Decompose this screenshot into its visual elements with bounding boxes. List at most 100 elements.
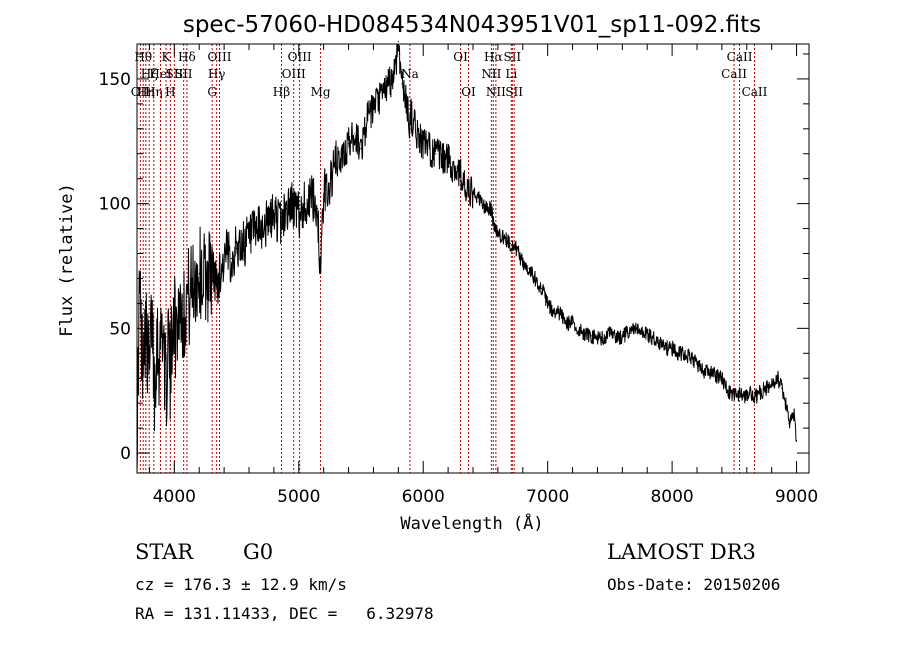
data-point-46 (335, 163, 337, 165)
data-point-26 (221, 267, 223, 270)
data-point-94 (596, 337, 599, 339)
data-point-51 (366, 118, 368, 120)
data-point-120 (753, 397, 756, 399)
data-point-89 (565, 322, 567, 324)
y-tick-label-1: 50 (109, 319, 131, 339)
data-point-11 (163, 352, 165, 354)
line-label-10: SII (175, 67, 193, 81)
data-point-62 (408, 123, 411, 125)
x-tick-label-1: 5000 (277, 487, 320, 507)
chart-title: spec-57060-HD084534N043951V01_sp11-092.f… (183, 12, 761, 38)
data-point-99 (627, 332, 630, 334)
data-point-56 (395, 63, 397, 65)
data-point-40 (304, 203, 306, 205)
data-point-3 (143, 322, 146, 324)
line-label-25: SII (503, 50, 521, 64)
data-point-115 (727, 390, 729, 392)
data-point-77 (492, 222, 494, 225)
data-point-103 (652, 337, 655, 339)
data-point-95 (603, 337, 605, 339)
data-point-55 (391, 78, 393, 80)
data-point-101 (640, 332, 642, 334)
data-point-47 (341, 158, 343, 160)
data-point-61 (406, 103, 408, 105)
data-point-108 (683, 352, 686, 354)
data-point-91 (578, 330, 580, 332)
x-tick-label-5: 9000 (775, 487, 818, 507)
data-point-23 (204, 277, 207, 280)
data-point-45 (329, 183, 331, 185)
data-point-24 (211, 265, 213, 267)
data-point-35 (273, 213, 275, 215)
data-point-48 (347, 143, 350, 145)
data-point-80 (509, 242, 511, 245)
line-label-27: CaII (721, 67, 747, 81)
data-point-69 (447, 158, 449, 160)
y-tick-label-2: 100 (99, 195, 131, 215)
line-label-13: OIII (207, 50, 231, 64)
line-label-15: OIII (282, 67, 306, 81)
data-point-28 (230, 257, 233, 260)
data-point-73 (472, 193, 474, 195)
data-point-65 (422, 143, 424, 145)
data-point-90 (571, 322, 574, 324)
x-tick-label-0: 4000 (153, 487, 196, 507)
line-label-4: Hη (145, 85, 163, 99)
data-point-33 (260, 227, 263, 230)
data-point-107 (677, 352, 679, 354)
line-label-9: Hδ (178, 50, 196, 64)
line-label-12: Hγ (208, 67, 226, 81)
data-point-15 (172, 297, 174, 300)
data-point-42 (316, 208, 319, 210)
data-point-123 (771, 385, 773, 387)
line-label-26: SII (505, 85, 523, 99)
data-point-86 (547, 302, 549, 304)
data-point-85 (540, 287, 543, 290)
data-point-50 (360, 148, 362, 150)
data-point-71 (459, 173, 462, 175)
data-point-37 (285, 208, 287, 210)
data-point-83 (528, 267, 530, 270)
data-point-104 (659, 342, 661, 344)
data-point-81 (515, 247, 518, 250)
series-line-0 (136, 43, 797, 474)
data-point-84 (534, 277, 536, 280)
data-point-32 (254, 232, 256, 235)
data-point-106 (671, 347, 673, 349)
data-point-8 (156, 332, 158, 334)
data-point-79 (503, 237, 505, 240)
spectrum-series (136, 40, 798, 474)
line-label-18: Na (401, 67, 419, 81)
data-point-88 (559, 312, 561, 314)
data-point-109 (690, 357, 692, 359)
data-point-82 (522, 262, 524, 265)
data-point-114 (721, 377, 723, 379)
data-point-111 (702, 370, 704, 372)
data-point-96 (609, 332, 611, 334)
data-point-126 (783, 397, 785, 399)
data-point-5 (148, 377, 151, 379)
data-point-43 (319, 272, 322, 275)
data-point-67 (435, 153, 437, 155)
data-point-93 (590, 335, 592, 337)
data-point-122 (764, 387, 767, 389)
y-axis: 0 50 100 150 (99, 53, 809, 464)
line-label-11: G (207, 85, 217, 99)
data-point-113 (715, 375, 717, 377)
line-label-22: Hα (484, 50, 503, 64)
line-label-7: H (165, 85, 175, 99)
data-point-92 (584, 332, 586, 334)
data-point-97 (615, 337, 617, 339)
data-point-63 (410, 113, 412, 115)
data-point-34 (267, 222, 269, 225)
data-point-21 (192, 282, 194, 285)
data-point-127 (786, 407, 788, 409)
y-tick-label-0: 0 (120, 444, 131, 464)
data-point-54 (385, 88, 387, 90)
data-point-59 (401, 83, 403, 85)
data-point-76 (491, 208, 493, 210)
data-point-20 (188, 297, 190, 300)
data-point-119 (748, 392, 750, 394)
data-point-66 (428, 148, 431, 150)
